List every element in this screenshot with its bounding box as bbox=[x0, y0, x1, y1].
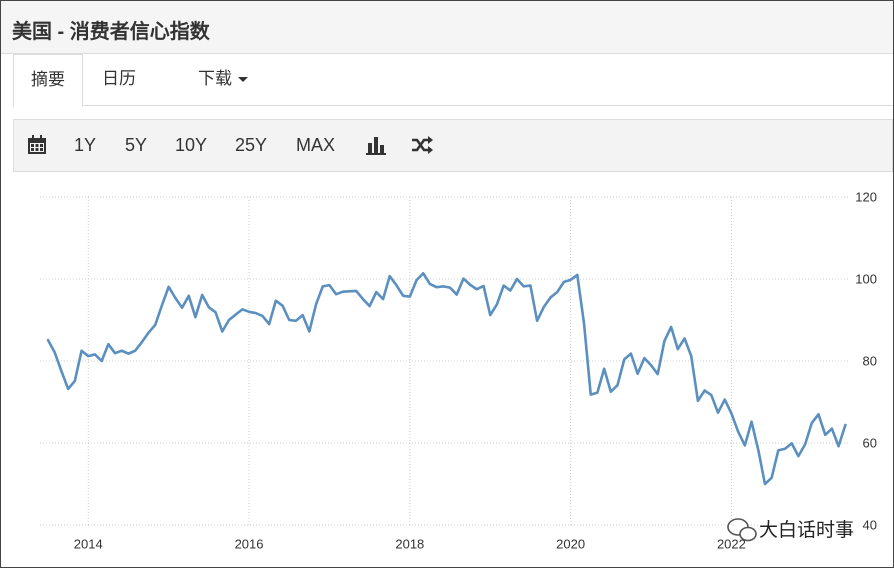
range-button[interactable]: 10Y bbox=[175, 135, 208, 155]
range-button[interactable]: MAX bbox=[296, 135, 336, 155]
chart: 40 60 80 100 120 2014 2016 2018 2020 2022 大白话时事 bbox=[40, 189, 877, 551]
x-tick-label: 2020 bbox=[556, 536, 585, 551]
y-tick-label: 80 bbox=[863, 353, 877, 368]
x-tick-label: 2016 bbox=[235, 536, 264, 551]
watermark bbox=[727, 518, 757, 542]
y-tick-label: 60 bbox=[863, 435, 877, 450]
range-button[interactable]: 5Y bbox=[125, 135, 148, 155]
tab-label: 下载 bbox=[198, 69, 232, 88]
range-button[interactable]: 1Y bbox=[74, 135, 97, 155]
y-tick-label: 120 bbox=[855, 189, 877, 204]
bar-chart-icon[interactable] bbox=[366, 135, 386, 155]
toolbar: 1Y 5Y 10Y 25Y MAX bbox=[13, 119, 893, 172]
shuffle-icon[interactable] bbox=[411, 135, 433, 155]
x-tick-label: 2018 bbox=[395, 536, 424, 551]
tab[interactable]: 摘要 bbox=[13, 54, 83, 107]
tabs: 摘要 日历 下载 bbox=[13, 54, 893, 107]
calendar-icon[interactable] bbox=[27, 135, 47, 155]
watermark-text: 大白话时事 bbox=[759, 519, 854, 541]
y-tick-label: 40 bbox=[863, 517, 877, 532]
tab[interactable]: 日历 bbox=[102, 69, 136, 88]
range-button[interactable]: 25Y bbox=[235, 135, 268, 155]
data-line bbox=[46, 271, 847, 486]
title-bar: 美国 - 消费者信心指数 bbox=[1, 1, 893, 54]
wechat-icon bbox=[727, 518, 757, 542]
y-tick-label: 100 bbox=[855, 271, 877, 286]
page-title: 美国 - 消费者信心指数 bbox=[12, 21, 210, 43]
tab-dropdown[interactable]: 下载 bbox=[181, 54, 265, 104]
caret-icon bbox=[238, 77, 248, 83]
x-tick-label: 2022 bbox=[717, 536, 746, 551]
x-tick-label: 2014 bbox=[74, 536, 103, 551]
